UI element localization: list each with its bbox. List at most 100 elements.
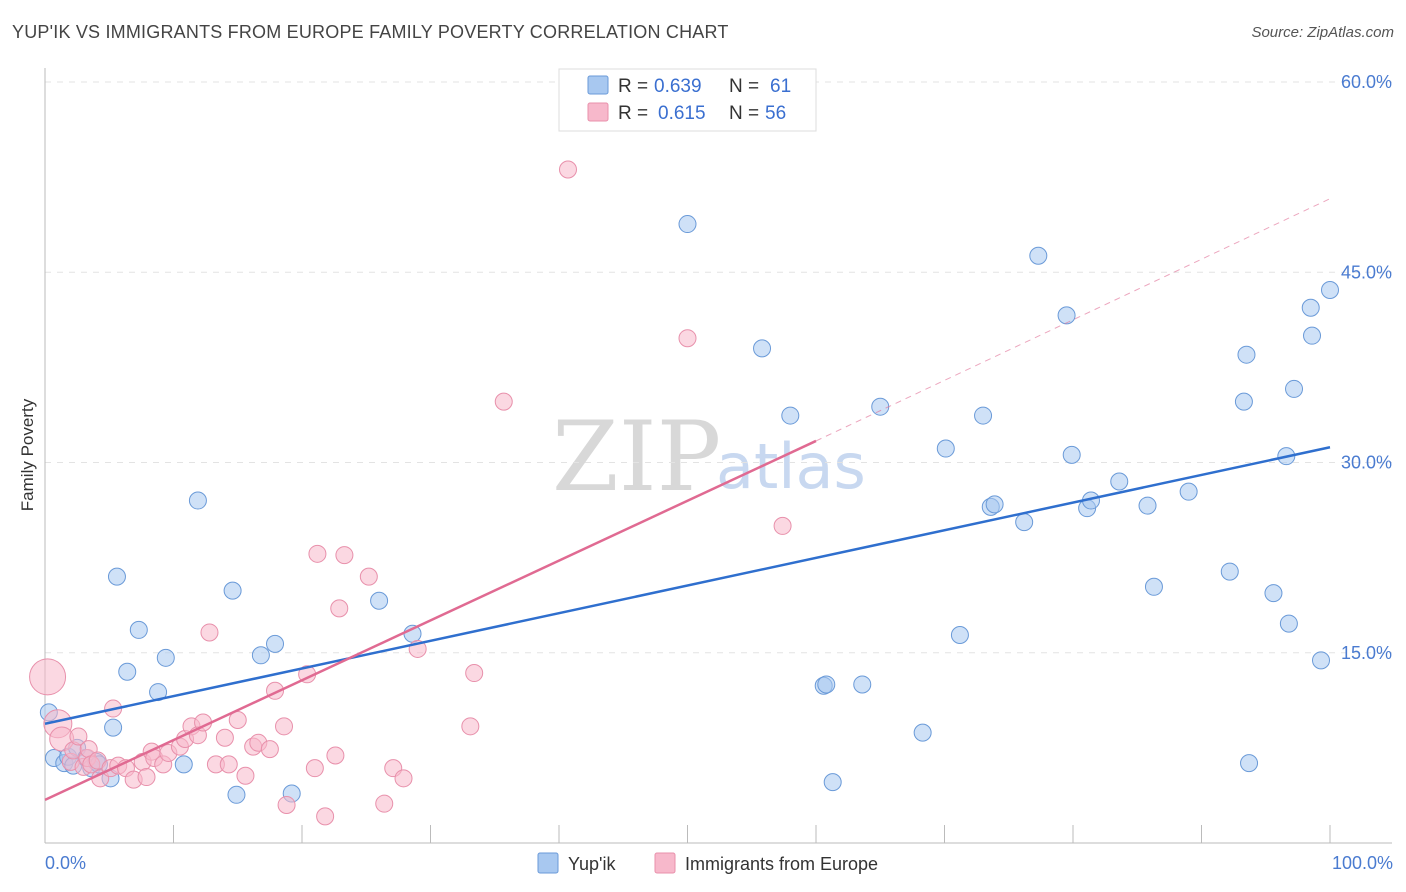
point-yupik (974, 406, 993, 425)
point-yupik (104, 718, 123, 737)
point-yupik (1015, 513, 1034, 532)
point-yupik (1220, 562, 1239, 581)
legend-n-label-1: N = (729, 76, 759, 97)
point-immigrants (326, 746, 345, 765)
point-yupik (936, 439, 955, 458)
point-immigrants (678, 329, 697, 348)
x-tick-label-max: 100.0% (1332, 853, 1393, 873)
chart-title: YUP'IK VS IMMIGRANTS FROM EUROPE FAMILY … (12, 22, 729, 42)
gridlines (45, 81, 1392, 654)
x-tick-label-min: 0.0% (45, 853, 86, 873)
trend-line-immigrants (44, 439, 817, 802)
trend-line-yupik (44, 446, 1331, 725)
point-immigrants (219, 755, 238, 774)
point-yupik (753, 339, 772, 358)
source-label: Source: ZipAtlas.com (1251, 24, 1394, 41)
legend-r-value-2: 0.615 (658, 103, 706, 124)
point-immigrants (375, 794, 394, 813)
point-yupik (817, 675, 836, 694)
point-immigrants (330, 599, 349, 618)
point-immigrants (461, 717, 480, 736)
legend-r-label-1: R = (618, 76, 648, 97)
point-yupik (871, 397, 890, 416)
point-yupik (985, 495, 1004, 514)
point-yupik (678, 215, 697, 234)
point-immigrants (200, 623, 219, 642)
point-yupik (107, 567, 126, 586)
point-yupik (1029, 246, 1048, 265)
x-tick-labels: 0.0% 100.0% (45, 853, 1393, 873)
legend-swatch-blue (587, 75, 609, 95)
point-yupik (118, 662, 137, 681)
point-immigrants (558, 160, 577, 179)
watermark-atlas: atlas (716, 430, 866, 503)
trend-lines (44, 198, 1331, 802)
point-immigrants (359, 567, 378, 586)
point-yupik (1237, 345, 1256, 364)
point-immigrants (69, 727, 88, 746)
y-tick-label: 45.0% (1341, 262, 1392, 282)
series-yupik-points (39, 215, 1339, 804)
point-immigrants (308, 544, 327, 563)
point-yupik (1138, 496, 1157, 515)
point-immigrants (277, 795, 296, 814)
point-immigrants (316, 807, 335, 826)
point-immigrants (494, 392, 513, 411)
point-yupik (266, 634, 285, 653)
point-immigrants (215, 728, 234, 747)
bottom-legend-swatch-immigrants (654, 852, 676, 874)
point-yupik (1057, 306, 1076, 325)
watermark-zip: ZIP (552, 401, 721, 513)
legend-r-label-2: R = (618, 103, 648, 124)
point-yupik (1179, 482, 1198, 501)
point-yupik (1264, 584, 1283, 603)
point-immigrants (236, 766, 255, 785)
point-yupik (227, 785, 246, 804)
y-tick-labels: 15.0% 30.0% 45.0% 60.0% (1341, 72, 1392, 663)
y-tick-label: 15.0% (1341, 643, 1392, 663)
y-tick-label: 60.0% (1341, 72, 1392, 92)
bottom-legend-swatch-yupik (537, 852, 559, 874)
point-yupik (174, 755, 193, 774)
point-immigrants (260, 740, 279, 759)
point-yupik (1301, 298, 1320, 317)
point-immigrants (465, 664, 484, 683)
point-yupik (1234, 392, 1253, 411)
point-yupik (251, 646, 270, 665)
point-yupik (781, 406, 800, 425)
legend-r-value-1: 0.639 (654, 76, 702, 97)
point-yupik (1303, 326, 1322, 345)
point-yupik (1240, 754, 1259, 773)
point-yupik (1312, 651, 1331, 670)
point-yupik (129, 620, 148, 639)
point-immigrants (275, 717, 294, 736)
series-immigrants-points (29, 160, 792, 826)
bottom-legend-label-immigrants: Immigrants from Europe (685, 854, 878, 874)
point-yupik (913, 723, 932, 742)
point-yupik (188, 491, 207, 510)
legend-swatch-pink (587, 102, 609, 122)
point-immigrants (394, 769, 413, 788)
point-yupik (950, 625, 969, 644)
point-yupik (1285, 379, 1304, 398)
legend-n-value-2: 56 (765, 103, 786, 124)
point-immigrants (305, 759, 324, 778)
point-yupik (223, 581, 242, 600)
point-yupik (1062, 445, 1081, 464)
series-legend: Yup'ik Immigrants from Europe (537, 852, 878, 874)
legend-n-value-1: 61 (770, 76, 791, 97)
point-yupik (853, 675, 872, 694)
point-immigrants (773, 516, 792, 535)
trend-line-immigrants-extension (815, 198, 1331, 442)
bottom-legend-label-yupik: Yup'ik (568, 854, 616, 874)
legend-n-label-2: N = (729, 103, 759, 124)
point-yupik (370, 591, 389, 610)
point-yupik (1279, 614, 1298, 633)
point-yupik (156, 648, 175, 667)
y-tick-label: 30.0% (1341, 453, 1392, 473)
correlation-legend: R = 0.639 N = 61 R = 0.615 N = 56 (558, 68, 817, 132)
point-yupik (823, 773, 842, 792)
point-immigrants (335, 546, 354, 565)
point-yupik (1110, 472, 1129, 491)
